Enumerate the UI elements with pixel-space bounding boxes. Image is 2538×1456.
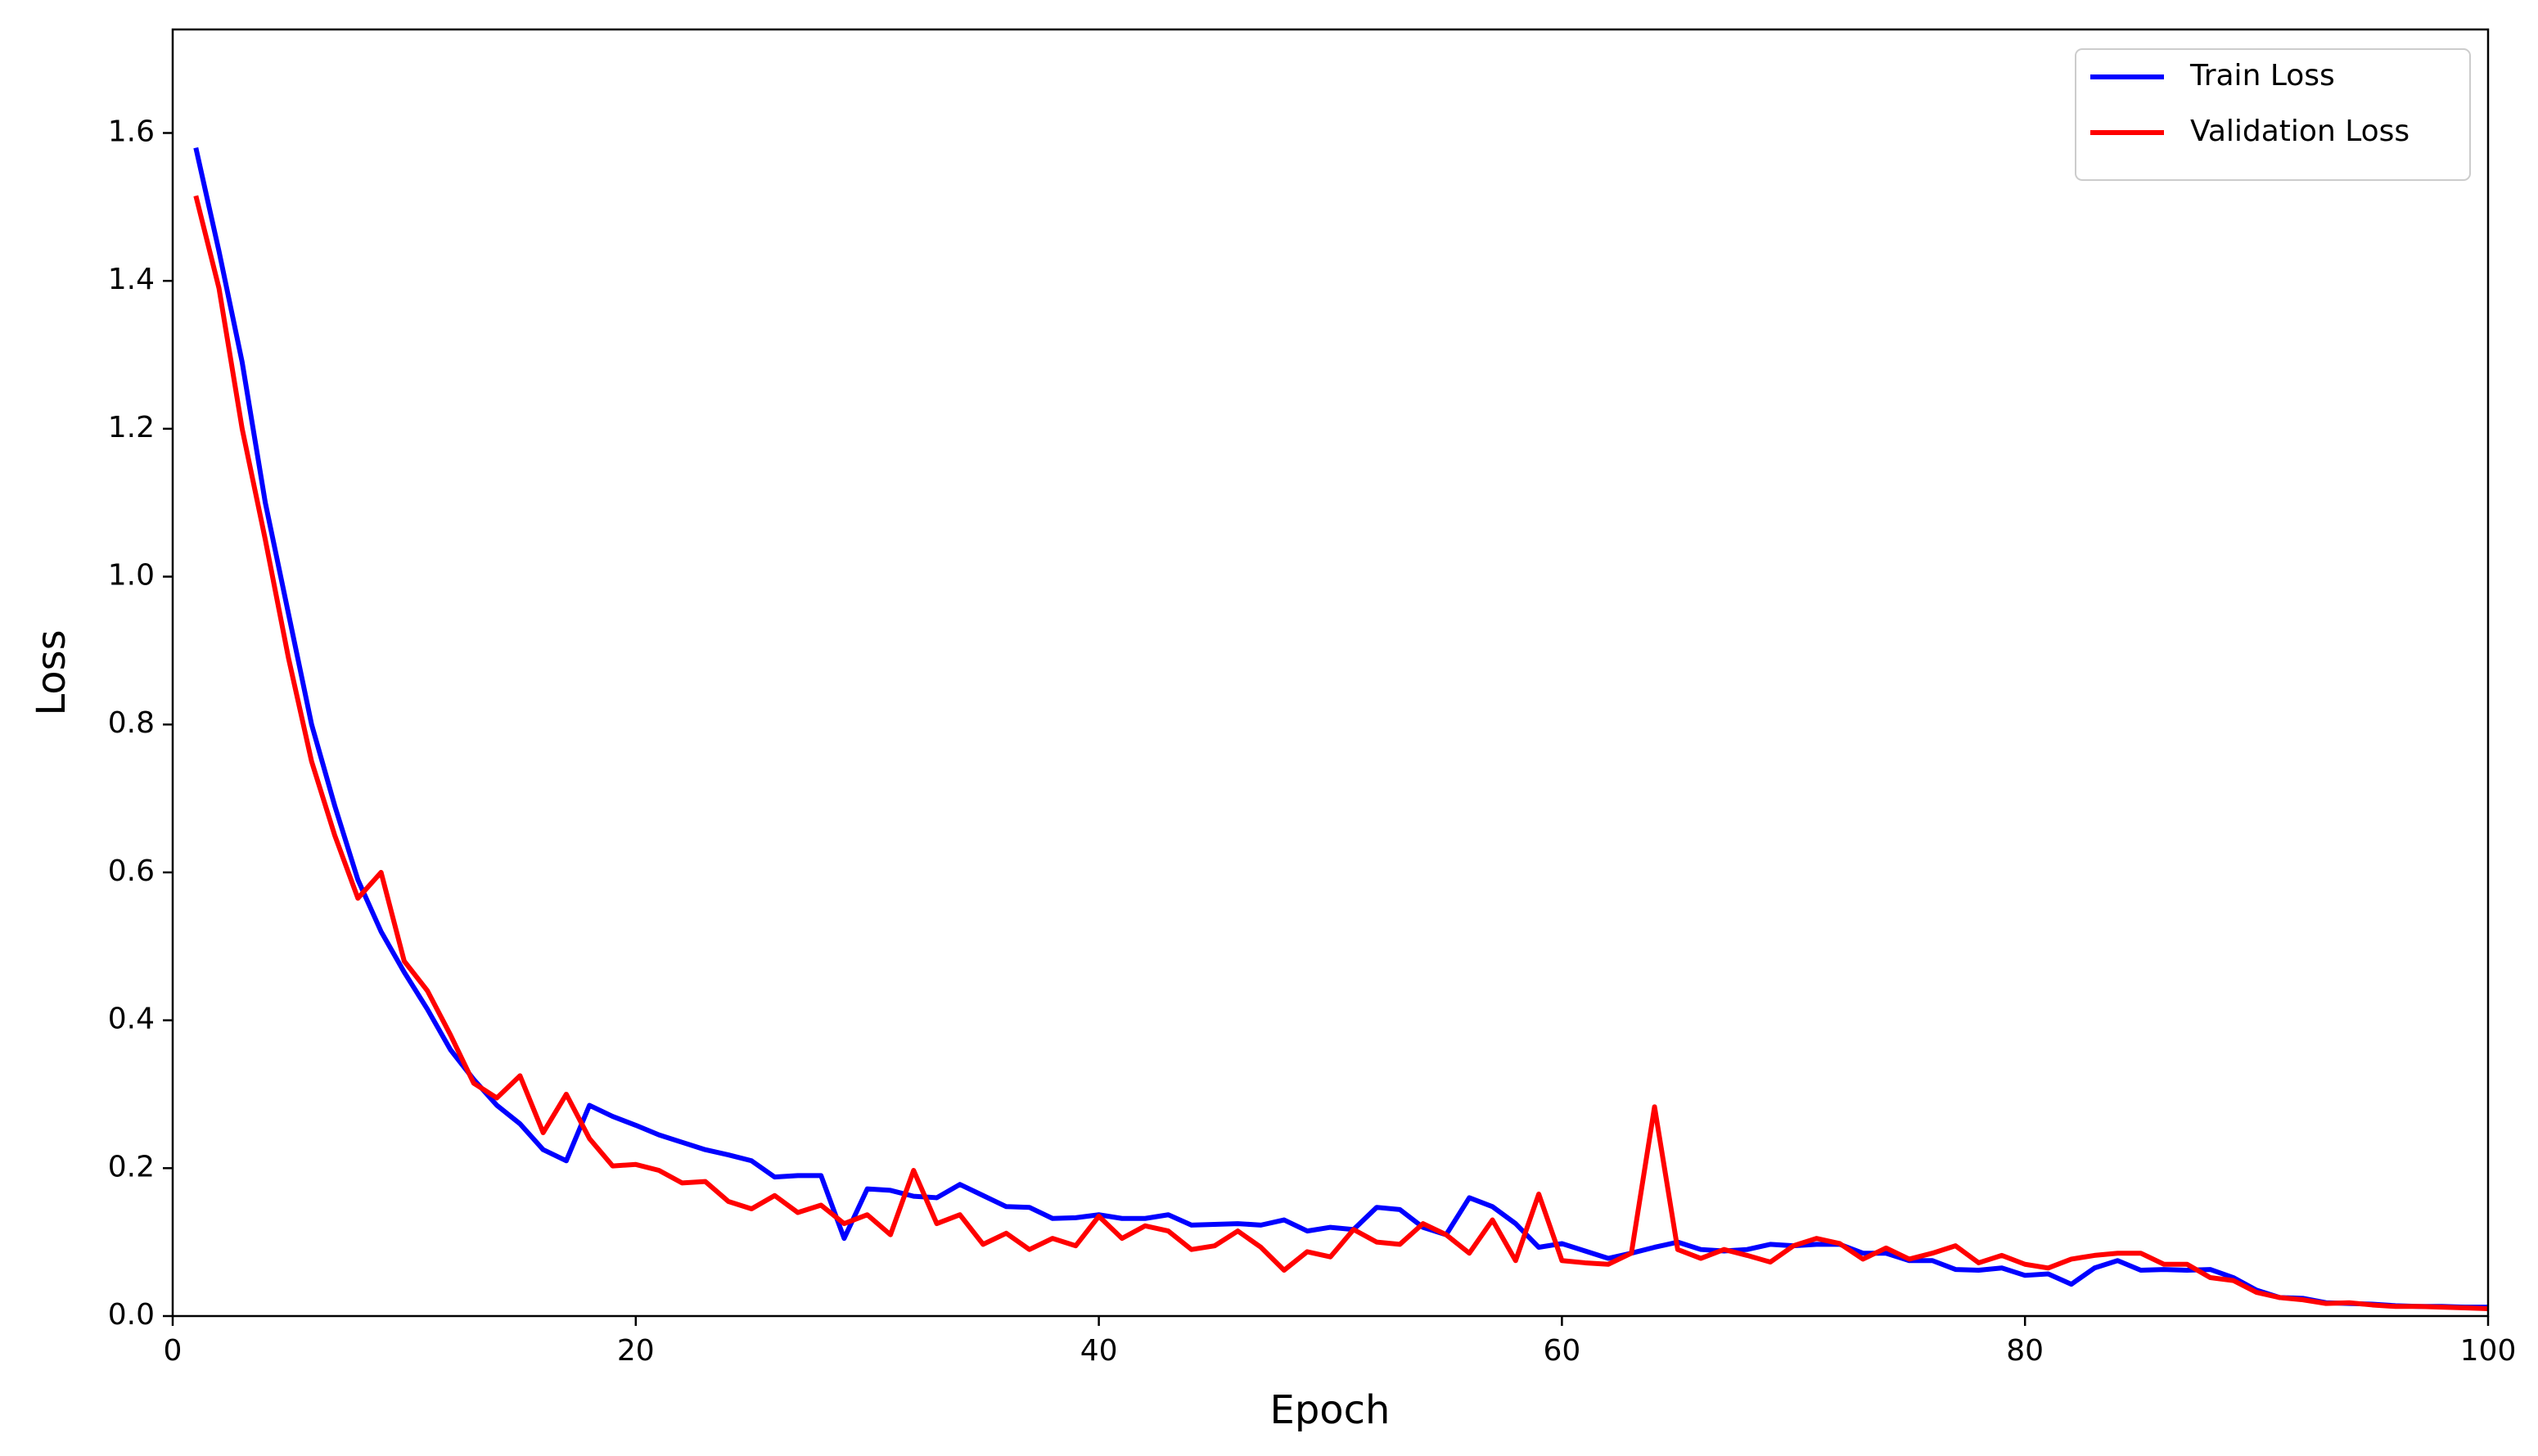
y-tick-label: 1.4 [108,263,155,296]
series-line [193,147,2488,1310]
legend-label: Train Loss [2189,59,2335,92]
y-axis-label: Loss [29,629,74,715]
x-tick-label: 40 [1080,1334,1118,1368]
x-tick-label: 20 [617,1334,655,1368]
y-tick-label: 0.4 [108,1003,155,1036]
y-tick-label: 0.0 [108,1298,155,1332]
x-tick-label: 100 [2460,1334,2517,1368]
legend-box [2075,48,2471,181]
y-tick-label: 1.0 [108,559,155,593]
y-tick-label: 0.8 [108,706,155,740]
x-tick-label: 60 [1543,1334,1580,1368]
x-tick-label: 80 [2006,1334,2044,1368]
y-tick-label: 0.6 [108,854,155,888]
y-tick-label: 1.2 [108,411,155,444]
y-tick-label: 1.6 [108,115,155,148]
x-axis-label: Epoch [1270,1387,1391,1433]
plot-frame [171,28,2490,1318]
y-tick-label: 0.2 [108,1150,155,1183]
x-tick-label: 0 [164,1334,183,1368]
legend-label: Validation Loss [2190,115,2410,148]
series-line [193,195,2489,1311]
